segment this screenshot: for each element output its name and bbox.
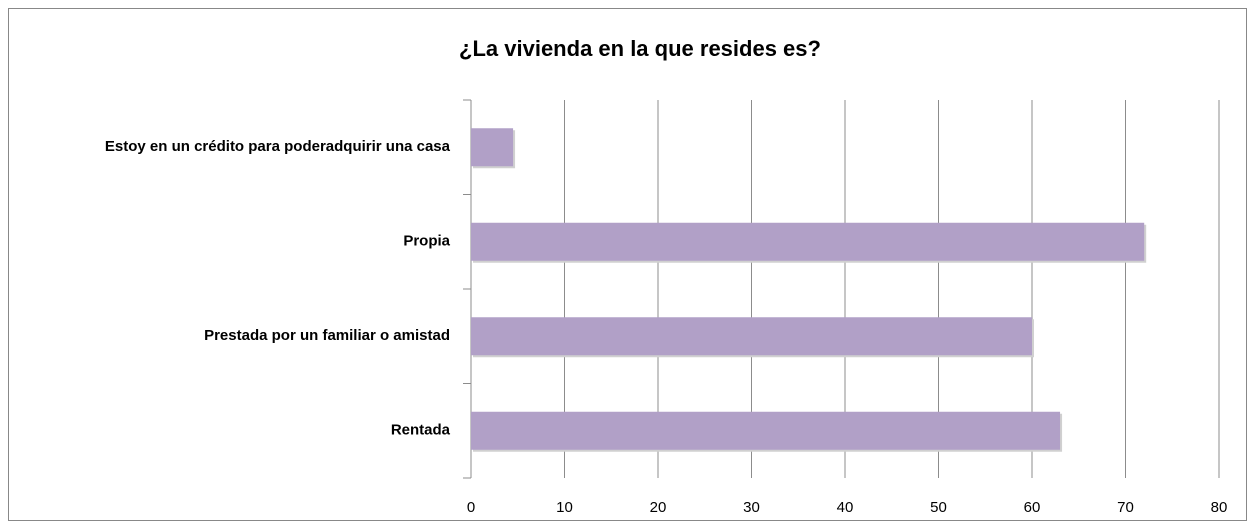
x-tick-label: 30	[743, 499, 760, 516]
x-tick-label: 50	[930, 499, 947, 516]
y-tick-label: Prestada por un familiar o amistad	[204, 327, 450, 344]
x-tick-label: 70	[1117, 499, 1134, 516]
x-tick-label: 10	[556, 499, 573, 516]
y-tick-label: Estoy en un crédito para poderadquirir u…	[105, 138, 451, 155]
x-tick-label: 0	[467, 499, 475, 516]
x-tick-label: 80	[1211, 499, 1228, 516]
bar	[471, 411, 1061, 450]
x-tick-label: 60	[1024, 499, 1041, 516]
chart-title: ¿La vivienda en la que resides es?	[459, 36, 821, 61]
y-tick-label: Propia	[403, 233, 450, 250]
x-tick-label: 40	[837, 499, 854, 516]
bar	[471, 317, 1032, 356]
y-tick-label: Rentada	[391, 422, 451, 439]
bar	[471, 128, 514, 167]
x-tick-label: 20	[650, 499, 667, 516]
bar	[471, 222, 1145, 261]
